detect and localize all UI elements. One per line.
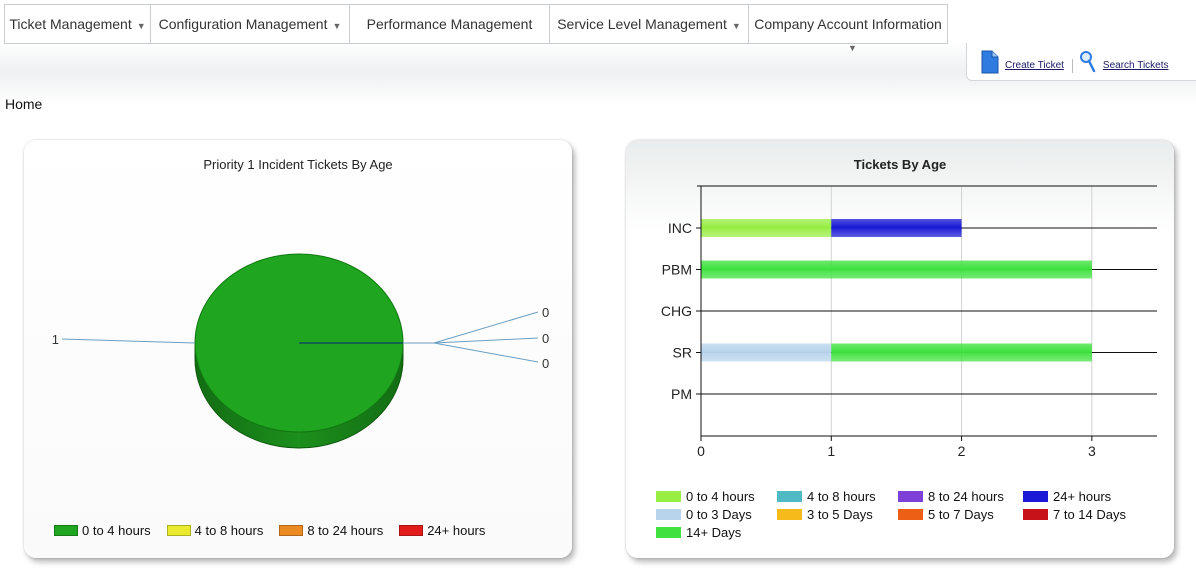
legend-swatch [54,525,78,536]
menu-service-level-management[interactable]: Service Level Management ▼ [550,4,749,44]
legend-swatch [656,490,681,502]
pie-legend: 0 to 4 hours 4 to 8 hours 8 to 24 hours … [54,523,501,538]
bar-chart: INC PBM CHG SR PM 0 1 2 3 [661,185,1157,459]
y-tick-label: PBM [662,262,692,278]
pie-chart: 1 0 0 0 [52,253,549,449]
breadcrumb[interactable]: Home [5,96,43,112]
legend-item: 4 to 8 hours [777,487,898,505]
legend-item: 14+ Days [656,523,777,541]
priority1-age-panel: Priority 1 Incident Tickets By Age 1 0 0 0 … [24,140,572,558]
menu-label: Configuration Management [158,16,328,32]
legend-label: 3 to 5 Days [807,506,873,522]
bar-segment [701,260,1092,279]
legend-swatch [656,526,681,538]
x-tick-label: 3 [1088,443,1096,459]
menu-label: Performance Management [366,16,533,32]
legend-item: 7 to 14 Days [1023,505,1144,523]
menu-label: Ticket Management [9,16,132,32]
chart-title: Priority 1 Incident Tickets By Age [203,157,393,172]
legend-swatch [898,508,923,520]
y-tick-label: CHG [661,303,692,319]
menu-label: Company Account Information [754,16,942,32]
legend-swatch [166,525,191,536]
leader-line [433,342,539,363]
y-tick-label: SR [673,345,692,361]
bar-segment [701,343,832,362]
legend-label: 5 to 7 Days [928,506,994,522]
menu-performance-management[interactable]: Performance Management [350,4,550,44]
y-tick-label: PM [671,386,692,402]
legend-label: 14+ Days [686,524,742,540]
x-tick-label: 0 [697,443,705,459]
legend-swatch [1023,508,1048,520]
tickets-by-age-panel: Tickets By Age INC PBM CHG SR PM 0 1 2 3 0 to 4 … [626,140,1174,558]
legend-swatch [399,525,424,536]
legend-swatch [656,508,681,520]
legend-swatch [777,508,802,520]
legend-label: 24+ hours [427,523,486,538]
y-tick-label: INC [668,220,692,236]
leader-line [433,311,539,344]
leader-line [61,338,196,344]
legend-item: 3 to 5 Days [777,505,898,523]
document-icon [981,50,999,73]
menu-configuration-management[interactable]: Configuration Management ▼ [151,4,350,44]
legend-label: 0 to 4 hours [82,523,151,538]
legend-row: 0 to 4 hours 4 to 8 hours 8 to 24 hours … [656,487,1176,505]
legend-label: 24+ hours [1053,488,1112,504]
legend-swatch [279,525,304,536]
legend-label: 4 to 8 hours [807,488,876,504]
legend-item: 5 to 7 Days [898,505,1023,523]
leader-line [433,337,539,344]
legend-label: 0 to 4 hours [686,488,755,504]
chevron-down-icon: ▼ [848,43,857,53]
legend-swatch [1023,490,1048,502]
legend-row: 0 to 3 Days 3 to 5 Days 5 to 7 Days 7 to… [656,505,1176,523]
action-separator [1071,58,1073,73]
legend-row: 14+ Days [656,523,1176,541]
legend-item: 8 to 24 hours [898,487,1023,505]
pie-value-label: 0 [542,356,549,371]
search-tickets-link[interactable]: Search Tickets [1079,50,1169,74]
legend-label: 0 to 3 Days [686,506,752,522]
legend-label: 8 to 24 hours [928,488,1004,504]
x-tick-label: 2 [958,443,966,459]
menu-ticket-management[interactable]: Ticket Management ▼ [4,4,151,44]
menu-company-account-information[interactable]: Company Account Information ▼ [749,4,948,53]
create-ticket-link[interactable]: Create Ticket [981,50,1064,74]
pie-value-label: 0 [542,305,549,320]
ticket-actions: Create Ticket Search Tickets [966,43,1196,81]
legend-item: 0 to 4 hours [656,487,777,505]
legend-item: 4 to 8 hours [166,523,264,538]
chevron-down-icon: ▼ [136,20,146,31]
legend-item: 24+ hours [1023,487,1144,505]
search-tickets-label: Search Tickets [1102,60,1169,71]
chevron-down-icon: ▼ [731,20,741,31]
legend-item: 24+ hours [399,523,485,538]
legend-label: 7 to 14 Days [1053,506,1126,522]
legend-label: 4 to 8 hours [194,523,264,538]
legend-item: 8 to 24 hours [279,523,383,538]
chevron-down-icon: ▼ [332,20,342,31]
menu-label: Service Level Management [557,16,727,32]
legend-swatch [898,490,923,502]
legend-item: 0 to 3 Days [656,505,777,523]
create-ticket-label: Create Ticket [1005,60,1064,71]
legend-swatch [777,490,802,502]
bar-segment [831,343,1092,362]
legend-item: 0 to 4 hours [54,523,151,538]
bar-segment [831,219,962,237]
bar-legend: 0 to 4 hours 4 to 8 hours 8 to 24 hours … [656,487,1176,541]
main-menu: Ticket Management ▼ Configuration Manage… [4,4,948,53]
legend-label: 8 to 24 hours [307,523,384,538]
chart-title: Tickets By Age [853,157,947,172]
bar-segment [701,219,832,237]
x-tick-label: 1 [827,443,835,459]
pie-value-label: 1 [52,332,59,347]
pie-value-label: 0 [542,331,549,346]
search-icon [1079,50,1096,72]
